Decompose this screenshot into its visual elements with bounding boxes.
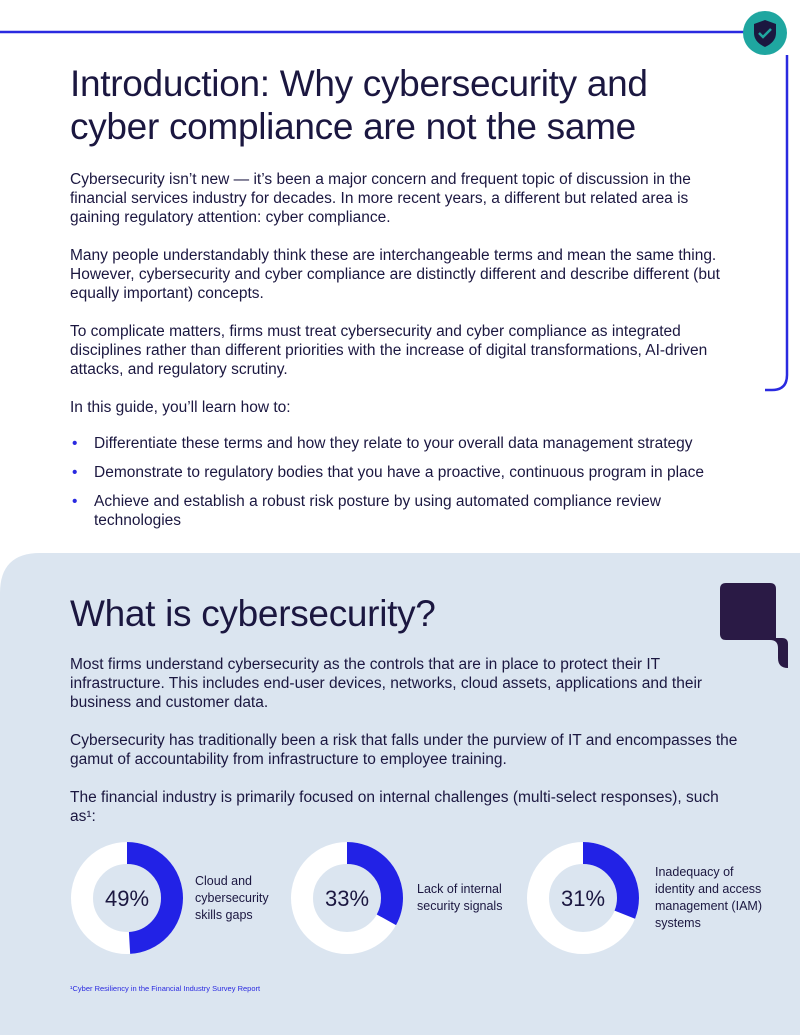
bullet: Differentiate these terms and how they r… [70, 434, 740, 453]
intro-title: Introduction: Why cybersecurity and cybe… [70, 63, 648, 147]
stat-label: Lack of internal security signals [417, 882, 503, 913]
side-rule [765, 55, 789, 392]
paragraph: Cybersecurity has traditionally been a r… [70, 732, 738, 768]
stat-label: Cloud and cybersecurity skills gaps [195, 873, 269, 922]
bullet: Demonstrate to regulatory bodies that yo… [70, 463, 740, 482]
paragraph: Many people understandably think these a… [70, 247, 720, 302]
stat-label: Inadequacy of identity and access manage… [655, 865, 762, 930]
footnote: ¹Cyber Resiliency in the Financial Indus… [70, 984, 261, 993]
bullet: Achieve and establish a robust risk post… [70, 492, 740, 530]
paragraph: Most firms understand cybersecurity as t… [70, 656, 703, 711]
paragraph: In this guide, you’ll learn how to: [70, 399, 291, 416]
intro-paragraphs: Cybersecurity isn’t new — it’s been a ma… [70, 170, 740, 417]
cyber-paragraphs: Most firms understand cybersecurity as t… [70, 655, 740, 826]
cyber-section: What is cybersecurity? Most firms unders… [70, 592, 740, 845]
paragraph: To complicate matters, firms must treat … [70, 323, 708, 378]
check-icon [758, 28, 772, 39]
intro-bullets: Differentiate these terms and how they r… [70, 434, 740, 530]
corner-shape [720, 583, 788, 668]
paragraph: Cybersecurity isn’t new — it’s been a ma… [70, 171, 691, 226]
paragraph: The financial industry is primarily focu… [70, 789, 719, 825]
intro: Introduction: Why cybersecurity and cybe… [70, 62, 740, 540]
cyber-title: What is cybersecurity? [70, 593, 436, 634]
